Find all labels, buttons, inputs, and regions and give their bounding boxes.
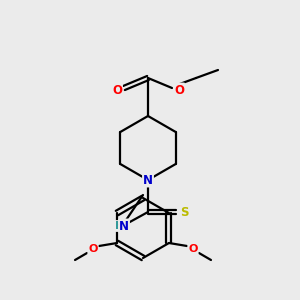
Text: O: O [112,83,122,97]
Text: O: O [188,244,198,254]
Text: H: H [116,221,124,231]
Text: O: O [88,244,98,254]
Text: S: S [180,206,188,218]
Text: O: O [174,83,184,97]
Text: N: N [143,173,153,187]
Text: N: N [119,220,129,232]
